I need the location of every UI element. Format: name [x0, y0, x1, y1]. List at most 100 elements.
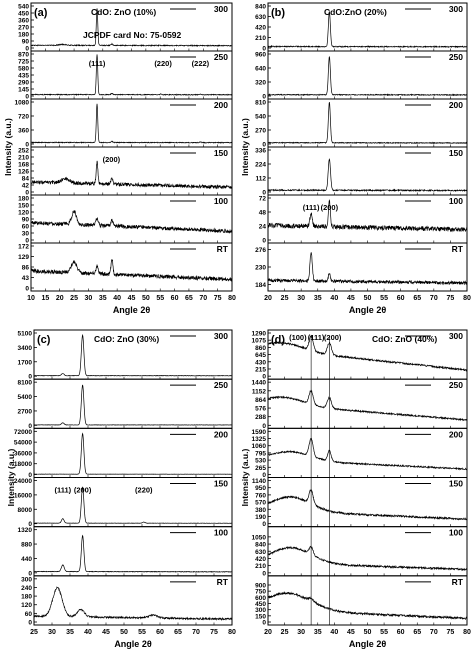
- y-tick-label: 0: [262, 521, 266, 528]
- y-tick-label: 540: [18, 4, 29, 11]
- y-tick-label: 265: [255, 465, 266, 472]
- series-line-300: [267, 11, 468, 49]
- x-tick-label: 20: [56, 295, 64, 302]
- y-tick-label: 576: [255, 406, 266, 413]
- x-tick-label: 30: [297, 295, 305, 302]
- x-tick-label: 50: [364, 295, 372, 302]
- y-tick-label: 725: [18, 59, 29, 66]
- peak-label: (200): [74, 486, 92, 495]
- y-tick-label: 180: [18, 32, 29, 39]
- x-tick-label: 70: [430, 295, 438, 302]
- subplot-frame: [267, 378, 468, 429]
- y-tick-label: 0: [25, 142, 29, 149]
- y-tick-label: 0: [262, 46, 266, 53]
- legend-label: 300: [214, 331, 228, 341]
- y-tick-label: 360: [18, 128, 29, 135]
- y-tick-label: 1075: [252, 338, 267, 345]
- subplot-300: 0 1700 3400 5100 300: [18, 329, 233, 381]
- y-tick-label: 0: [28, 620, 32, 627]
- panel-label: (c): [37, 334, 51, 346]
- y-tick-label: 450: [18, 11, 29, 18]
- peak-label: (111): [303, 203, 320, 212]
- x-tick-label: 25: [30, 629, 38, 636]
- y-tick-label: 0: [262, 620, 266, 627]
- x-tick-label: 35: [99, 295, 107, 302]
- subplot-RT: 0 43 86 129 172 RT: [18, 242, 233, 293]
- y-tick-label: 210: [18, 155, 29, 162]
- y-tick-label: 864: [255, 397, 266, 404]
- legend-label: 150: [449, 148, 463, 158]
- y-tick-label: 1290: [252, 331, 267, 338]
- subplot-frame: [267, 98, 468, 148]
- subplot-100: 0 24 48 72 100 (111) (200): [259, 194, 468, 245]
- y-tick-label: 8000: [18, 507, 33, 514]
- x-tick-label: 30: [48, 629, 56, 636]
- y-tick-label: 630: [255, 549, 266, 556]
- subplot-frame: [267, 50, 468, 100]
- y-tick-label: 0: [25, 46, 29, 53]
- y-tick-label: 450: [255, 601, 266, 608]
- x-axis-label: Angle 2θ: [114, 639, 152, 649]
- y-tick-label: 0: [262, 190, 266, 197]
- y-tick-label: 184: [255, 282, 266, 289]
- y-tick-label: 252: [18, 148, 29, 155]
- y-tick-label: 1140: [252, 478, 266, 485]
- y-tick-label: 840: [255, 4, 266, 11]
- x-tick-label: 45: [128, 295, 136, 302]
- y-tick-label: 0: [28, 521, 32, 528]
- x-tick-label: 80: [228, 295, 236, 302]
- x-tick-label: 70: [192, 629, 200, 636]
- y-tick-label: 430: [255, 359, 266, 366]
- subplot-frame: [267, 194, 468, 244]
- x-tick-label: 40: [330, 629, 338, 636]
- y-tick-label: 795: [255, 450, 266, 457]
- y-tick-label: 120: [21, 602, 32, 609]
- series-line-100: [30, 210, 233, 234]
- series-line-300: [33, 333, 233, 377]
- y-tick-label: 126: [18, 169, 29, 176]
- legend-label: RT: [452, 244, 464, 254]
- x-tick-label: 40: [84, 629, 92, 636]
- y-tick-label: 420: [255, 556, 266, 563]
- legend-label: 100: [449, 528, 463, 538]
- subplot-frame: [30, 98, 233, 148]
- y-tick-label: 580: [18, 66, 29, 73]
- series-line-RT: [267, 252, 468, 286]
- x-tick-label: 70: [430, 629, 438, 636]
- x-tick-label: 55: [138, 629, 146, 636]
- y-tick-label: 540: [255, 114, 266, 121]
- y-tick-label: 1152: [252, 388, 266, 395]
- x-tick-label: 20: [264, 629, 272, 636]
- legend-label: 100: [214, 196, 228, 206]
- x-tick-label: 55: [156, 295, 164, 302]
- x-tick-label: 50: [364, 629, 372, 636]
- subplot-frame: [33, 378, 233, 429]
- y-tick-label: 360: [18, 18, 29, 25]
- y-tick-label: 210: [255, 563, 266, 570]
- y-tick-label: 224: [255, 162, 266, 169]
- x-tick-label: 15: [41, 295, 49, 302]
- subplot-200: 0 360 720 1080 200: [15, 98, 233, 149]
- y-tick-label: 1440: [252, 380, 267, 387]
- y-tick-label: 0: [262, 94, 266, 101]
- series-line-250: [267, 56, 468, 97]
- y-tick-label: 0: [25, 286, 29, 293]
- chart-title: CdO: ZnO (40%): [372, 334, 437, 344]
- legend-label: 150: [214, 479, 228, 489]
- y-tick-label: 86: [22, 265, 30, 272]
- x-tick-label: 10: [27, 295, 35, 302]
- y-tick-label: 5400: [18, 394, 33, 401]
- subplot-200: 0 270 540 810 200: [255, 98, 468, 149]
- series-line-150: [267, 488, 468, 521]
- subplot-RT: 184 230 276 RT: [255, 242, 468, 292]
- subplot-frame: [30, 146, 233, 196]
- x-axis-label: Angle 2θ: [349, 305, 387, 315]
- series-line-100: [33, 534, 233, 573]
- y-tick-label: 112: [256, 176, 267, 183]
